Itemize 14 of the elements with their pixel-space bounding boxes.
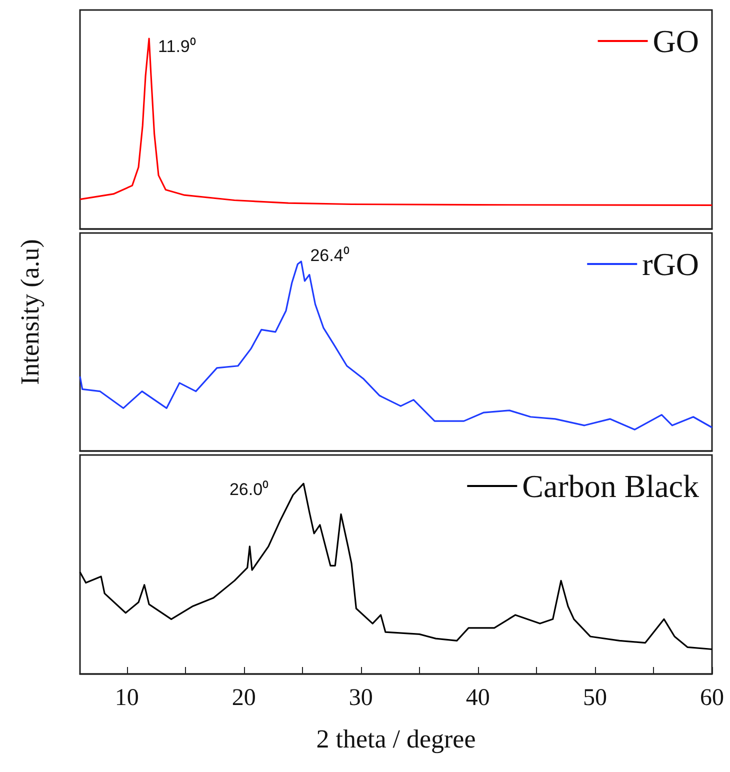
x-axis-title: 2 theta / degree — [316, 724, 476, 754]
legend-label: GO — [652, 23, 699, 59]
x-tick-label: 40 — [466, 685, 490, 711]
x-tick-label: 30 — [348, 685, 373, 711]
legend-label: Carbon Black — [522, 468, 699, 504]
annotation: 11.9⁰ — [158, 37, 196, 56]
annotation: 26.0⁰ — [229, 480, 269, 500]
x-tick-label: 50 — [582, 685, 607, 711]
x-tick-label: 10 — [114, 685, 139, 711]
legend-label: rGO — [642, 246, 699, 282]
y-axis-title: Intensity (a.u) — [16, 239, 44, 385]
x-tick-label: 20 — [232, 685, 256, 711]
x-tick-label: 60 — [700, 685, 724, 711]
annotation: 26.4⁰ — [310, 246, 350, 265]
